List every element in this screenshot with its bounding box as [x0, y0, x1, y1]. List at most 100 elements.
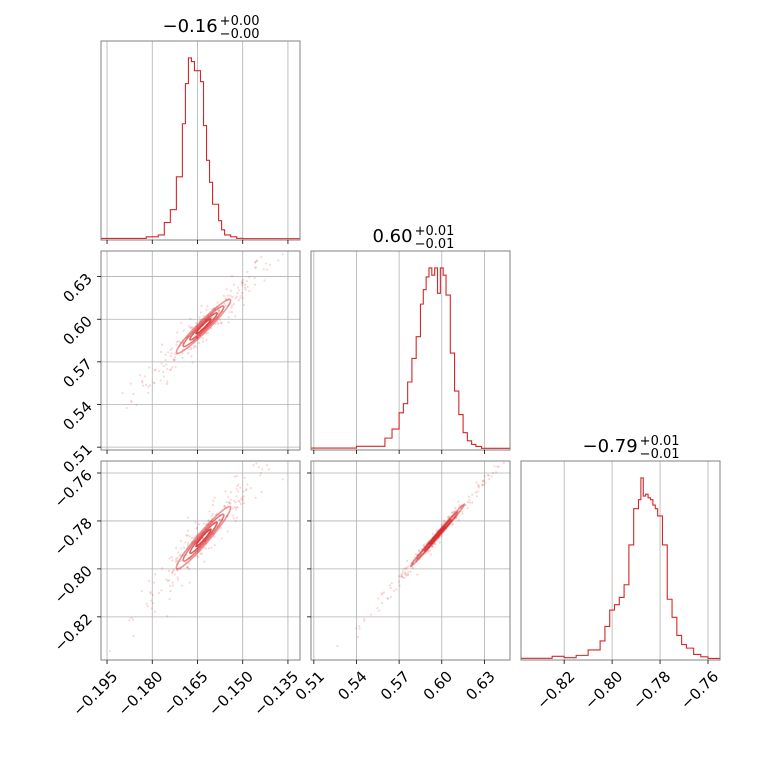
scatter-point [493, 465, 496, 468]
scatter-point [159, 350, 163, 354]
scatter-point [202, 522, 205, 525]
scatter-point [173, 573, 176, 576]
scatter-point [151, 602, 154, 605]
scatter-point [422, 545, 425, 548]
scatter-point [171, 365, 174, 368]
scatter-point [180, 321, 183, 325]
scatter-point [446, 515, 449, 519]
scatter-point [414, 553, 417, 556]
panel-title-0: −0.16 [163, 16, 218, 37]
scatter-point [149, 590, 152, 594]
scatter-point [244, 288, 247, 291]
scatter-point [170, 555, 173, 559]
scatter-point [169, 355, 172, 358]
scatter-point [129, 399, 132, 403]
scatter-point [416, 573, 419, 576]
scatter-point [174, 560, 177, 563]
scatter-point [194, 345, 197, 348]
scatter-point [174, 365, 177, 368]
scatter-point [163, 375, 166, 378]
scatter-point [213, 496, 216, 499]
scatter-point [229, 294, 232, 297]
scatter-point [462, 504, 465, 507]
scatter-point [240, 294, 243, 297]
scatter-point [213, 535, 216, 538]
title-err-plus-2: +0.01 [640, 434, 680, 449]
scatter-point [389, 596, 392, 599]
scatter-point [227, 298, 230, 301]
scatter-point [242, 490, 245, 493]
scatter-point [171, 572, 174, 575]
scatter-point [490, 475, 493, 478]
scatter-point [258, 474, 262, 477]
scatter-point [165, 363, 168, 366]
scatter-point [229, 498, 233, 501]
scatter-point [226, 530, 229, 533]
scatter-point [418, 549, 421, 553]
scatter-point [357, 625, 361, 628]
panel-0-0: −0.16 +0.00−0.00 [100, 14, 301, 241]
scatter-point [246, 270, 249, 274]
scatter-point [205, 547, 208, 550]
scatter-point [237, 499, 240, 503]
scatter-point [447, 516, 450, 519]
scatter-point [484, 481, 487, 484]
scatter-point [378, 609, 381, 612]
scatter-point [197, 523, 201, 526]
scatter-point [169, 348, 172, 352]
scatter-point [413, 556, 416, 559]
scatter-point [254, 261, 257, 264]
scatter-point [217, 322, 220, 325]
scatter-point [224, 506, 227, 509]
scatter-point [186, 534, 189, 537]
scatter-point [187, 352, 190, 355]
scatter-point [400, 574, 404, 577]
scatter-point [260, 491, 263, 494]
scatter-point [220, 321, 223, 325]
scatter-point [427, 549, 430, 552]
scatter-point [157, 591, 161, 594]
scatter-point [184, 561, 187, 564]
scatter-point [265, 463, 268, 467]
scatter-point [254, 496, 257, 499]
scatter-point [170, 368, 173, 371]
scatter-point [223, 505, 226, 508]
scatter-point [281, 253, 284, 256]
panel-frame [310, 250, 511, 451]
scatter-point [471, 493, 474, 496]
panel-2-2: −0.79 +0.01−0.01 [520, 434, 721, 661]
scatter-point [167, 569, 171, 572]
scatter-point [169, 584, 172, 588]
scatter-point [414, 558, 417, 562]
scatter-point [190, 326, 193, 329]
scatter-point [230, 275, 234, 278]
title-err-minus-1: −0.01 [415, 237, 455, 252]
scatter-point [482, 483, 485, 487]
scatter-point [224, 297, 228, 300]
scatter-point [128, 619, 131, 622]
scatter-point [174, 352, 177, 356]
scatter-point [160, 343, 164, 346]
scatter-point [265, 268, 269, 271]
scatter-point [195, 534, 198, 538]
scatter-point [261, 468, 264, 471]
scatter-point [392, 589, 396, 592]
scatter-point [380, 592, 383, 595]
scatter-point [235, 495, 238, 498]
scatter-point [199, 552, 202, 555]
scatter-point [141, 381, 144, 384]
scatter-point [467, 495, 471, 498]
scatter-point [226, 294, 230, 297]
scatter-point [248, 289, 251, 292]
scatter-point [471, 501, 474, 504]
scatter-point [477, 486, 480, 489]
scatter-point [220, 537, 224, 540]
scatter-point [192, 536, 196, 539]
scatter-point [382, 591, 385, 594]
scatter-point [230, 306, 233, 309]
scatter-point [440, 534, 444, 537]
scatter-point [177, 578, 180, 581]
scatter-point [252, 464, 255, 467]
scatter-point [154, 368, 157, 371]
